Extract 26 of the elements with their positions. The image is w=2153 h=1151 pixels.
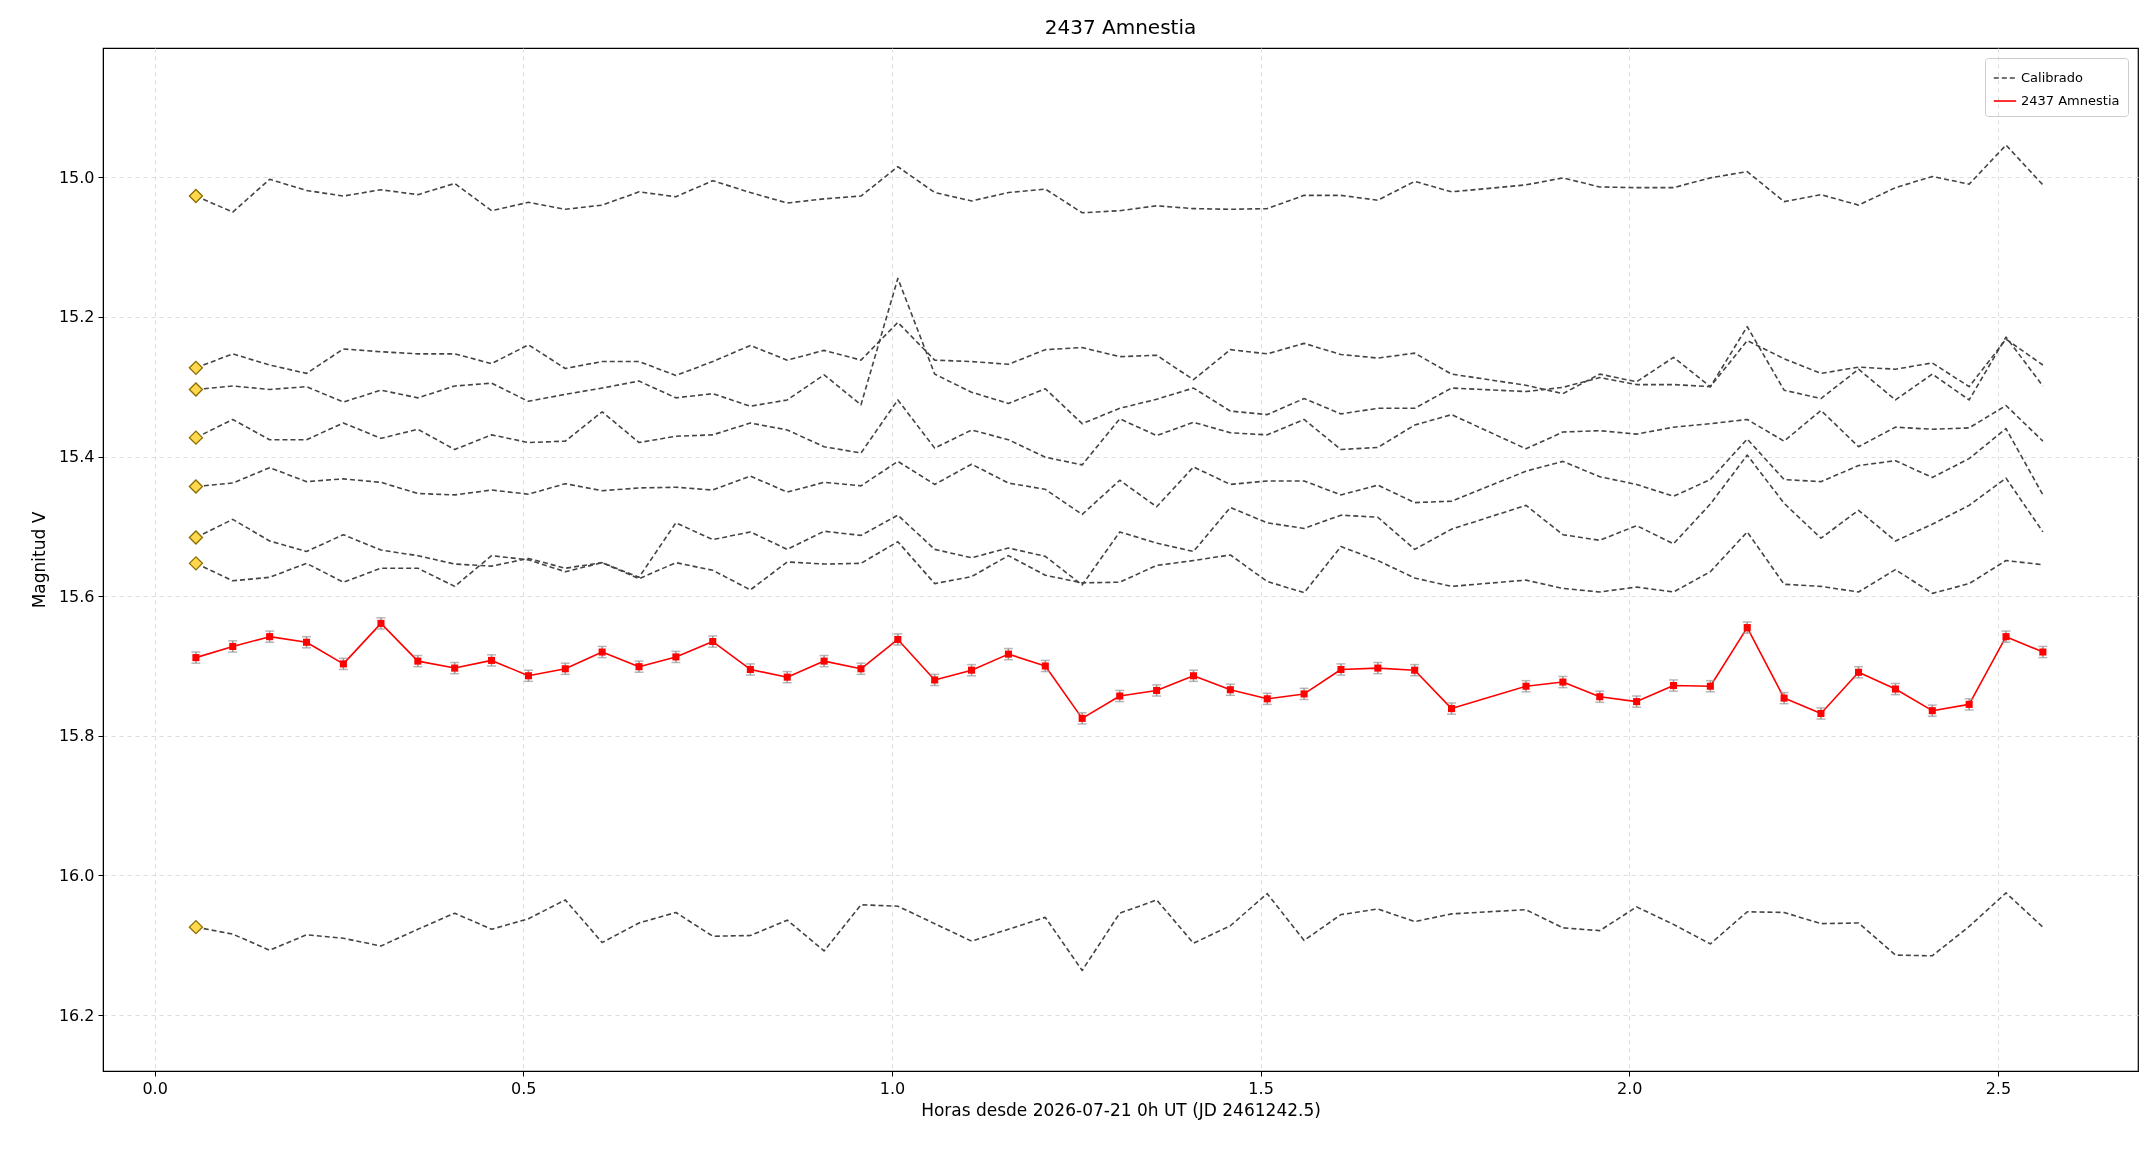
y-tick-label: 15.6 bbox=[58, 586, 95, 606]
chart-title: 2437 Amnestia bbox=[1044, 15, 1197, 39]
legend-label: Calibrado bbox=[2021, 70, 2084, 85]
y-tick-label: 16.0 bbox=[58, 865, 95, 885]
y-tick-label: 15.0 bbox=[58, 167, 95, 187]
point bbox=[188, 360, 204, 375]
point bbox=[188, 430, 204, 445]
y-axis-title: Magnitud V bbox=[28, 511, 49, 609]
point bbox=[188, 382, 204, 397]
x-tick-label: 2.5 bbox=[1985, 1078, 2012, 1098]
x-tick-label: 1.0 bbox=[879, 1078, 906, 1098]
point bbox=[188, 530, 204, 545]
x-tick-label: 2.0 bbox=[1617, 1078, 1643, 1098]
x-tick-label: 1.5 bbox=[1248, 1078, 1274, 1098]
y-tick-label: 15.2 bbox=[58, 307, 95, 327]
x-tick-label: 0.5 bbox=[511, 1078, 537, 1098]
legend-label: 2437 Amnestia bbox=[2021, 93, 2120, 108]
x-axis-title: Horas desde 2026-07-21 0h UT (JD 2461242.5) bbox=[921, 1099, 1321, 1120]
point bbox=[188, 479, 204, 494]
x-tick-label: 0.0 bbox=[142, 1078, 168, 1098]
y-tick-label: 15.4 bbox=[58, 447, 95, 466]
y-tick-label: 15.8 bbox=[58, 726, 95, 746]
y-tick-label: 16.2 bbox=[58, 1005, 95, 1025]
point bbox=[188, 188, 204, 204]
point bbox=[188, 556, 204, 571]
point bbox=[188, 919, 204, 935]
